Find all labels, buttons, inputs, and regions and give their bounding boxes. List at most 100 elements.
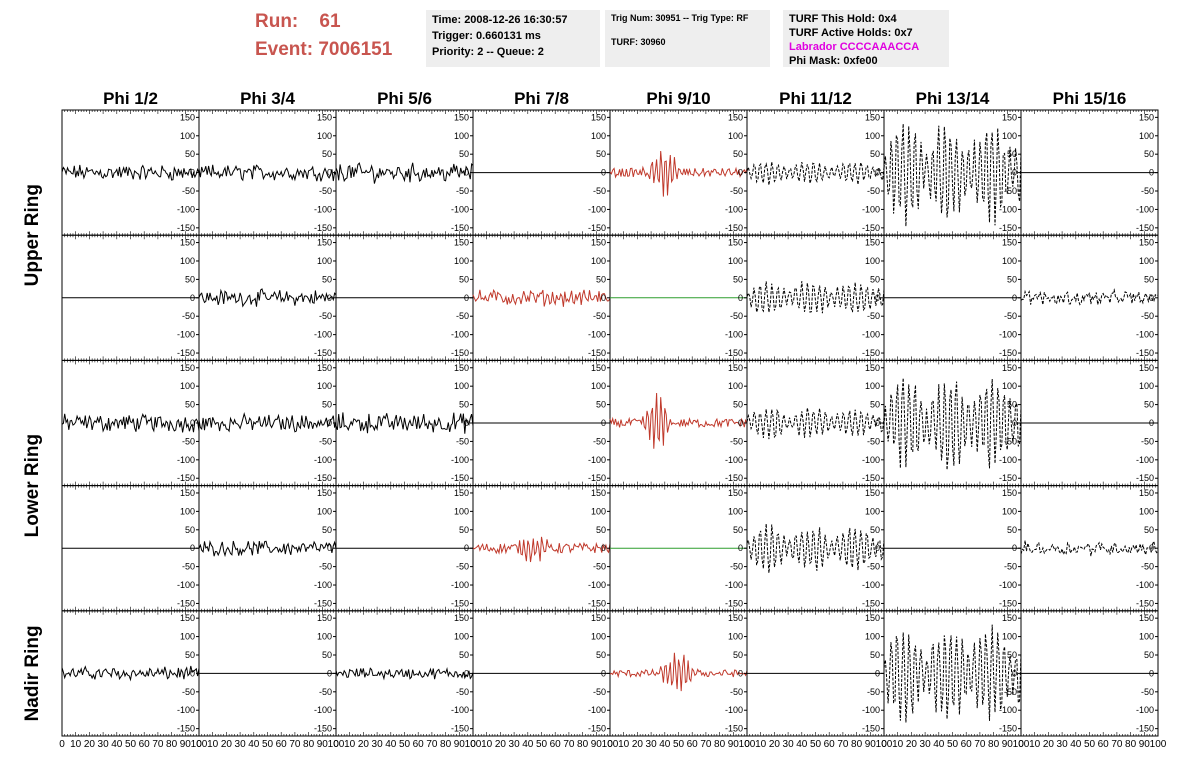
- x-tick-label: 90: [1139, 739, 1151, 750]
- waveform-trace: [61, 164, 200, 181]
- y-tick-label: -150: [1136, 598, 1154, 608]
- y-tick-label: -100: [862, 330, 880, 340]
- x-tick-label: 90: [180, 739, 192, 750]
- y-tick-label: 0: [601, 293, 606, 303]
- x-tick-label: 50: [810, 739, 822, 750]
- waveform-trace: [198, 539, 337, 558]
- y-tick-label: -150: [588, 473, 606, 483]
- y-tick-label: 50: [596, 274, 606, 284]
- y-tick-label: 150: [865, 488, 880, 498]
- y-tick-label: 150: [454, 112, 469, 122]
- y-tick-label: 0: [327, 668, 332, 678]
- panel-frame: [746, 109, 885, 236]
- y-tick-label: 150: [1139, 363, 1154, 373]
- y-tick-label: 50: [1007, 149, 1017, 159]
- panel-frame: [335, 610, 474, 737]
- x-tick-label: 50: [399, 739, 411, 750]
- y-tick-label: -150: [588, 598, 606, 608]
- x-tick-label: 100: [739, 739, 756, 750]
- y-tick-label: -50: [456, 436, 469, 446]
- y-tick-label: -150: [1136, 724, 1154, 734]
- y-tick-label: -100: [314, 204, 332, 214]
- y-tick-label: 50: [870, 274, 880, 284]
- y-tick-label: 50: [596, 400, 606, 410]
- x-tick-label: 0: [196, 739, 202, 750]
- panel-frame: [1020, 485, 1159, 612]
- y-tick-label: -150: [1136, 473, 1154, 483]
- y-tick-label: -100: [177, 455, 195, 465]
- y-tick-label: 50: [733, 274, 743, 284]
- y-tick-label: -50: [182, 436, 195, 446]
- y-tick-label: -150: [999, 223, 1017, 233]
- y-tick-label: -150: [177, 348, 195, 358]
- y-tick-label: 50: [870, 400, 880, 410]
- waveform-trace: [746, 523, 885, 574]
- y-tick-label: -100: [451, 455, 469, 465]
- y-tick-label: 0: [464, 168, 469, 178]
- y-tick-label: 0: [738, 543, 743, 553]
- waveform-trace: [1020, 288, 1159, 306]
- y-tick-label: 0: [875, 543, 880, 553]
- y-tick-label: -100: [862, 705, 880, 715]
- ring-label: Upper Ring: [22, 184, 43, 286]
- y-tick-label: 100: [728, 632, 743, 642]
- y-tick-label: 150: [728, 488, 743, 498]
- y-tick-label: -50: [730, 687, 743, 697]
- y-tick-label: -100: [314, 455, 332, 465]
- y-tick-label: -100: [314, 705, 332, 715]
- x-tick-label: 70: [426, 739, 438, 750]
- y-tick-label: -50: [182, 687, 195, 697]
- y-tick-label: -100: [451, 330, 469, 340]
- y-tick-label: 0: [1012, 668, 1017, 678]
- y-tick-label: -150: [314, 473, 332, 483]
- y-tick-label: 150: [317, 238, 332, 248]
- x-tick-label: 30: [646, 739, 658, 750]
- x-tick-label: 40: [385, 739, 397, 750]
- y-tick-label: 0: [1149, 418, 1154, 428]
- y-tick-label: -100: [177, 580, 195, 590]
- x-tick-label: 20: [769, 739, 781, 750]
- panel-frame: [883, 359, 1022, 487]
- y-tick-label: 100: [1139, 131, 1154, 141]
- y-tick-label: 150: [1139, 112, 1154, 122]
- column-header: Phi 15/16: [1053, 89, 1127, 108]
- y-tick-label: 50: [733, 149, 743, 159]
- x-tick-label: 50: [947, 739, 959, 750]
- y-tick-label: 0: [190, 418, 195, 428]
- x-tick-label: 30: [372, 739, 384, 750]
- y-tick-label: 0: [875, 293, 880, 303]
- y-tick-label: -50: [456, 186, 469, 196]
- x-tick-label: 80: [988, 739, 1000, 750]
- y-tick-label: 0: [1149, 543, 1154, 553]
- waveform-trace: [61, 665, 200, 682]
- y-tick-label: -50: [867, 436, 880, 446]
- waveform-trace: [472, 288, 611, 307]
- y-tick-label: 0: [327, 543, 332, 553]
- y-tick-label: -100: [1136, 204, 1154, 214]
- y-tick-label: -100: [588, 204, 606, 214]
- y-tick-label: 150: [728, 363, 743, 373]
- y-tick-label: -100: [725, 330, 743, 340]
- y-tick-label: -150: [588, 223, 606, 233]
- y-tick-label: 100: [317, 256, 332, 266]
- y-tick-label: -150: [862, 598, 880, 608]
- y-tick-label: 0: [738, 668, 743, 678]
- x-tick-label: 0: [744, 739, 750, 750]
- y-tick-label: 150: [591, 112, 606, 122]
- y-tick-label: -100: [725, 580, 743, 590]
- y-tick-label: 100: [1002, 381, 1017, 391]
- y-tick-label: -50: [182, 186, 195, 196]
- x-tick-label: 60: [413, 739, 425, 750]
- y-tick-label: 150: [591, 488, 606, 498]
- y-tick-label: -50: [593, 687, 606, 697]
- event-time-panel: Time: 2008-12-26 16:30:57 Trigger: 0.660…: [426, 10, 600, 67]
- x-tick-label: 90: [1002, 739, 1014, 750]
- y-tick-label: 0: [327, 418, 332, 428]
- y-tick-label: -150: [314, 598, 332, 608]
- column-header: Phi 3/4: [240, 89, 295, 108]
- y-tick-label: -100: [999, 580, 1017, 590]
- y-tick-label: 100: [865, 632, 880, 642]
- y-tick-label: -50: [1004, 687, 1017, 697]
- y-tick-label: 0: [738, 293, 743, 303]
- y-tick-label: -150: [862, 473, 880, 483]
